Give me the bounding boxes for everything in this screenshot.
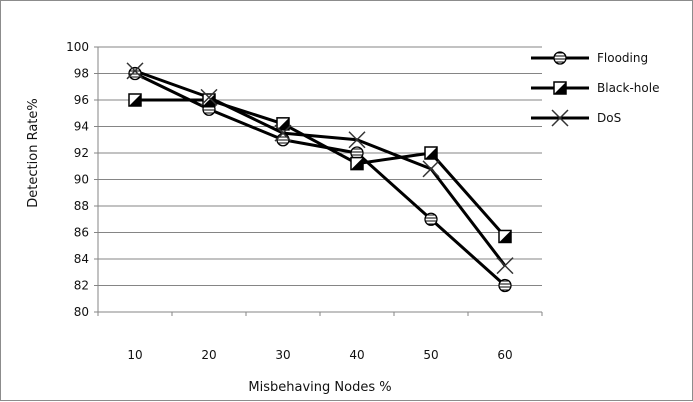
y-tick-label: 80 [74,305,89,319]
data-point-flooding [276,133,290,147]
series-line-dos [134,69,507,267]
data-point-black-hole [202,93,216,107]
y-tick-label: 94 [74,120,89,134]
legend-label: DoS [597,111,621,125]
data-point-black-hole [276,117,290,131]
legend-marker-black-hole [553,81,567,95]
data-point-dos [274,124,292,142]
x-tick-labels: 10 20 30 40 50 60 [127,348,512,362]
x-tick-label: 50 [423,348,438,362]
y-tick-label: 88 [74,199,89,213]
data-point-flooding [424,212,438,226]
data-point-flooding [498,278,512,293]
legend-label: Flooding [597,51,648,65]
data-point-black-hole [350,156,364,171]
series-line-flooding [134,72,507,287]
y-tick-label: 96 [74,93,89,107]
series-lines [134,69,507,287]
y-tick-label: 100 [66,40,89,54]
legend-item-black-hole: Black-hole [531,81,659,95]
data-point-dos [496,257,514,275]
y-tick-label: 84 [74,252,89,266]
data-point-dos [200,88,218,106]
legend-marker-dos [551,109,569,127]
legend: Flooding Black-hole DoS [531,51,659,127]
y-axis-title: Detection Rate% [26,98,41,207]
data-point-black-hole [424,146,438,160]
y-tick-label: 92 [74,146,89,160]
y-tick-label: 90 [74,173,89,187]
legend-item-flooding: Flooding [531,51,648,65]
data-point-black-hole [128,93,142,107]
x-tick-label: 10 [127,348,142,362]
x-axis-title: Misbehaving Nodes % [248,380,391,395]
series-line-black-hole [135,98,507,238]
y-tick-labels: 80 82 84 86 88 90 92 94 96 98 100 [66,40,89,319]
data-point-dos [348,131,366,149]
data-point-dos [126,62,144,80]
gridlines [98,46,542,313]
data-point-flooding [128,66,142,81]
data-point-black-hole [498,229,512,244]
x-tick-label: 40 [349,348,364,362]
data-point-dos [422,160,440,178]
legend-item-dos: DoS [531,109,621,127]
legend-marker-flooding [553,51,567,65]
y-tick-label: 86 [74,226,89,240]
series-markers [126,62,514,293]
x-tick-label: 60 [497,348,512,362]
x-tick-label: 30 [275,348,290,362]
axes [94,46,543,316]
legend-label: Black-hole [597,81,659,95]
y-tick-label: 98 [74,67,89,81]
y-tick-label: 82 [74,279,89,293]
x-tick-label: 20 [201,348,216,362]
